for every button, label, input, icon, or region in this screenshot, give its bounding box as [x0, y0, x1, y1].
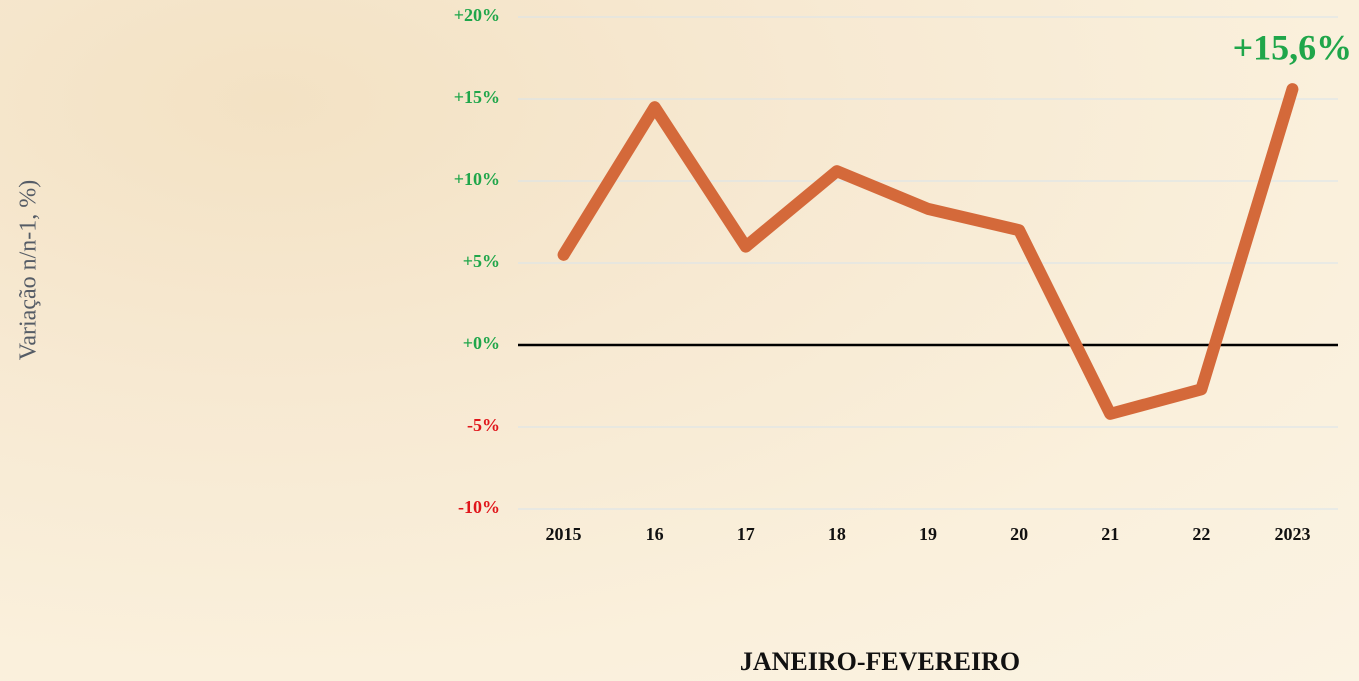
y-tick-label: -5%: [467, 415, 500, 435]
y-tick-label: -10%: [458, 497, 500, 517]
x-tick-label: 21: [1101, 524, 1119, 544]
x-tick-label: 17: [737, 524, 755, 544]
x-tick-label: 16: [646, 524, 664, 544]
y-tick-label: +5%: [463, 251, 500, 271]
y-tick-label: +10%: [454, 169, 500, 189]
x-tick-label: 2023: [1274, 524, 1310, 544]
y-tick-label: +20%: [454, 5, 500, 25]
x-tick-label: 22: [1192, 524, 1210, 544]
x-axis-label: JANEIRO-FEVEREIRO: [740, 647, 1020, 676]
x-tick-label: 18: [828, 524, 846, 544]
x-tick-label: 19: [919, 524, 937, 544]
y-axis-label: Variação n/n-1, %): [16, 180, 42, 361]
value-label: +15,6%: [1233, 27, 1353, 67]
x-tick-label: 2015: [546, 524, 582, 544]
x-tick-label: 20: [1010, 524, 1028, 544]
y-tick-label: +15%: [454, 87, 500, 107]
line: [557, 83, 1299, 420]
y-tick-label: +0%: [463, 333, 500, 353]
